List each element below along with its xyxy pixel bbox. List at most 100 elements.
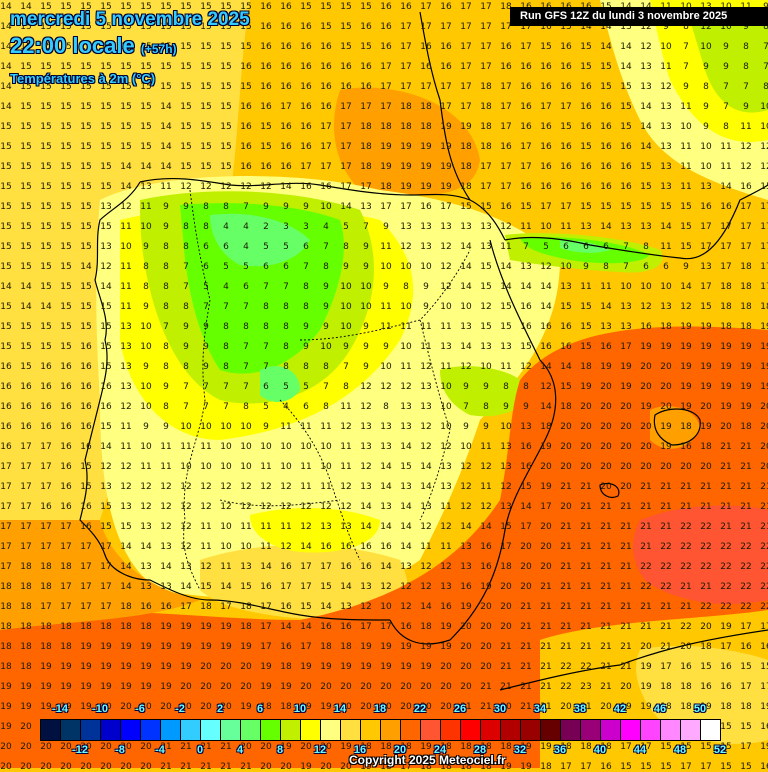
grid-value: 18 — [580, 742, 592, 752]
grid-value: 17 — [40, 602, 52, 612]
colorbar-swatch — [61, 720, 81, 740]
grid-value: 8 — [383, 402, 389, 412]
colorbar-tick-label: 28 — [473, 744, 487, 756]
grid-value: 18 — [480, 102, 492, 112]
grid-value: 11 — [440, 362, 452, 372]
grid-value: 13 — [120, 502, 132, 512]
grid-value: 10 — [180, 462, 192, 472]
grid-value: 22 — [680, 542, 692, 552]
grid-value: 21 — [660, 522, 672, 532]
grid-value: 20 — [640, 382, 652, 392]
grid-value: 7 — [183, 262, 189, 272]
grid-value: 12 — [480, 462, 492, 472]
grid-value: 19 — [740, 342, 752, 352]
grid-value: 21 — [740, 522, 752, 532]
grid-value: 15 — [580, 302, 592, 312]
grid-value: 18 — [120, 622, 132, 632]
colorbar-swatch — [81, 720, 101, 740]
grid-value: 9 — [163, 382, 169, 392]
grid-value: 11 — [220, 562, 232, 572]
grid-value: 9 — [143, 242, 149, 252]
grid-value: 21 — [600, 682, 612, 692]
grid-value: 8 — [183, 302, 189, 312]
grid-value: 21 — [460, 702, 472, 712]
grid-value: 20 — [240, 682, 252, 692]
grid-value: 15 — [100, 342, 112, 352]
grid-value: 14 — [40, 302, 52, 312]
grid-value: 11 — [120, 442, 132, 452]
grid-value: 21 — [600, 602, 612, 612]
grid-value: 9 — [203, 342, 209, 352]
grid-value: 18 — [380, 122, 392, 132]
grid-value: 14 — [0, 2, 12, 12]
grid-value: 18 — [460, 142, 472, 152]
grid-value: 12 — [540, 382, 552, 392]
grid-value: 8 — [323, 262, 329, 272]
grid-value: 15 — [20, 262, 32, 272]
grid-value: 14 — [420, 602, 432, 612]
grid-value: 15 — [180, 22, 192, 32]
grid-value: 19 — [500, 762, 512, 772]
grid-value: 16 — [300, 22, 312, 32]
grid-value: 17 — [580, 762, 592, 772]
grid-value: 20 — [140, 762, 152, 772]
grid-value: 13 — [380, 422, 392, 432]
grid-value: 10 — [140, 442, 152, 452]
grid-value: 10 — [380, 262, 392, 272]
grid-value: 20 — [600, 382, 612, 392]
grid-value: 12 — [460, 482, 472, 492]
grid-value: 13 — [360, 422, 372, 432]
grid-value: 16 — [240, 122, 252, 132]
grid-value: 18 — [480, 82, 492, 92]
grid-value: 21 — [660, 482, 672, 492]
grid-value: 15 — [100, 502, 112, 512]
grid-value: 17 — [520, 22, 532, 32]
grid-value: 20 — [140, 742, 152, 752]
grid-value: 18 — [80, 622, 92, 632]
colorbar-tick-label: 50 — [693, 703, 707, 715]
grid-value: 19 — [720, 622, 732, 632]
grid-value: 5 — [283, 242, 289, 252]
grid-value: 6 — [283, 262, 289, 272]
grid-value: 20 — [340, 682, 352, 692]
grid-value: 13 — [380, 502, 392, 512]
grid-value: 16 — [100, 402, 112, 412]
grid-value: 17 — [20, 522, 32, 532]
grid-value: 18 — [680, 702, 692, 712]
grid-value: 20 — [340, 702, 352, 712]
grid-value: 10 — [120, 242, 132, 252]
grid-value: 19 — [400, 642, 412, 652]
colorbar-tick-label: 32 — [513, 744, 527, 756]
grid-value: 17 — [0, 562, 12, 572]
grid-value: 12 — [460, 462, 472, 472]
grid-value: 16 — [600, 342, 612, 352]
grid-value: 17 — [260, 642, 272, 652]
grid-value: 19 — [680, 322, 692, 332]
grid-value: 22 — [660, 582, 672, 592]
grid-value: 8 — [323, 362, 329, 372]
grid-value: 15 — [640, 762, 652, 772]
colorbar-swatch — [601, 720, 621, 740]
grid-value: 17 — [480, 2, 492, 12]
grid-value: 9 — [143, 302, 149, 312]
grid-value: 19 — [400, 162, 412, 172]
grid-value: 12 — [200, 562, 212, 572]
colorbar-swatch — [181, 720, 201, 740]
grid-value: 15 — [80, 102, 92, 112]
grid-value: 18 — [540, 762, 552, 772]
grid-value: 11 — [120, 262, 132, 272]
forecast-date: mercredi 5 novembre 2025 — [10, 9, 250, 30]
grid-value: 15 — [760, 182, 768, 192]
grid-value: 12 — [540, 262, 552, 272]
grid-value: 15 — [80, 42, 92, 52]
grid-value: 21 — [540, 642, 552, 652]
colorbar-tick-label: 48 — [673, 744, 687, 756]
grid-value: 18 — [460, 742, 472, 752]
grid-value: 11 — [380, 302, 392, 312]
grid-value: 15 — [100, 522, 112, 532]
colorbar-swatch — [401, 720, 421, 740]
grid-value: 8 — [523, 382, 529, 392]
grid-value: 14 — [640, 102, 652, 112]
grid-value: 7 — [523, 242, 529, 252]
grid-value: 21 — [580, 562, 592, 572]
